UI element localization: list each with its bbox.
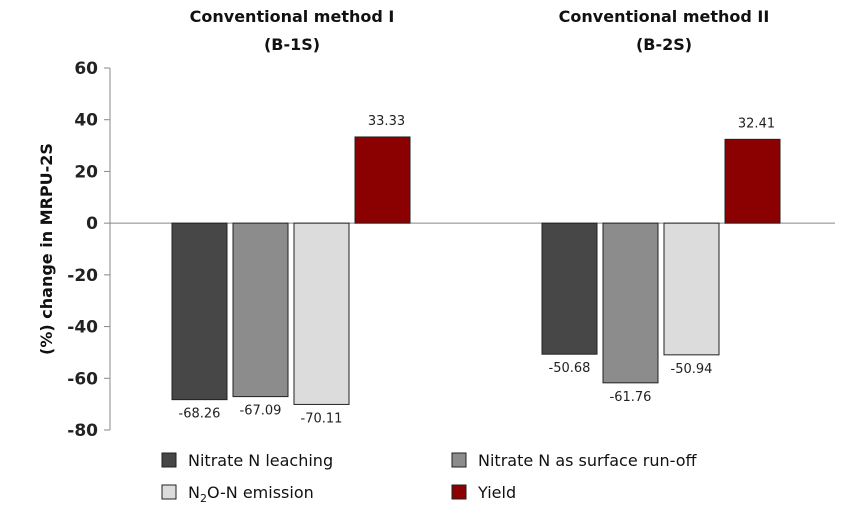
y-tick-label: 40 — [74, 111, 98, 131]
y-axis-label: (%) change in MRPU-2S — [37, 143, 56, 355]
data-label: -61.76 — [610, 390, 652, 405]
legend-label-subscript: 2 — [200, 492, 207, 505]
legend-label-main: N — [188, 483, 200, 502]
bar — [724, 138, 781, 224]
group-titles: Conventional method I (B-1S) Conventional … — [190, 7, 770, 54]
legend: Nitrate N leaching Nitrate N as surface r… — [161, 451, 697, 505]
bar — [171, 222, 228, 401]
legend-swatch — [161, 452, 177, 468]
legend-label: Nitrate N as surface run-off — [478, 451, 697, 470]
bar — [354, 136, 411, 224]
data-labels: -68.26 -50.68 -67.09 -61.76 -70.11 -50.94 33.3… — [179, 114, 776, 426]
bar — [232, 222, 289, 398]
group-title-line1: Conventional method II — [559, 7, 770, 26]
data-label: 33.33 — [368, 114, 405, 129]
bar — [541, 222, 598, 355]
bar — [663, 222, 720, 356]
data-label: -68.26 — [179, 407, 221, 422]
y-tick-label: -20 — [67, 266, 98, 286]
legend-swatch — [161, 484, 177, 500]
legend-label: Yield — [477, 483, 516, 502]
bar — [602, 222, 659, 384]
y-axis-title-group: (%) change in MRPU-2S — [37, 143, 56, 355]
bar — [293, 222, 350, 405]
bars — [171, 136, 781, 405]
data-label: -50.68 — [549, 361, 591, 376]
data-label: -50.94 — [671, 362, 713, 377]
legend-label: Nitrate N leaching — [188, 451, 333, 470]
legend-swatch — [451, 452, 467, 468]
y-tick-label: -40 — [67, 318, 98, 338]
group-title-line2: (B-2S) — [636, 35, 692, 54]
y-tick-label: 20 — [74, 162, 98, 182]
y-tick-label: 0 — [86, 214, 98, 234]
data-label: -70.11 — [301, 411, 343, 426]
legend-swatch — [451, 484, 467, 500]
y-tick-label: 60 — [74, 59, 98, 79]
group-title-line1: Conventional method I — [190, 7, 395, 26]
group-title-line2: (B-1S) — [264, 35, 320, 54]
legend-label: N2O-N emission — [188, 483, 314, 505]
legend-label-rest: O-N emission — [207, 483, 314, 502]
y-tick-label: -80 — [67, 421, 98, 441]
data-label: 32.41 — [738, 116, 775, 131]
data-label: -67.09 — [240, 404, 282, 419]
y-tick-label: -60 — [67, 369, 98, 389]
